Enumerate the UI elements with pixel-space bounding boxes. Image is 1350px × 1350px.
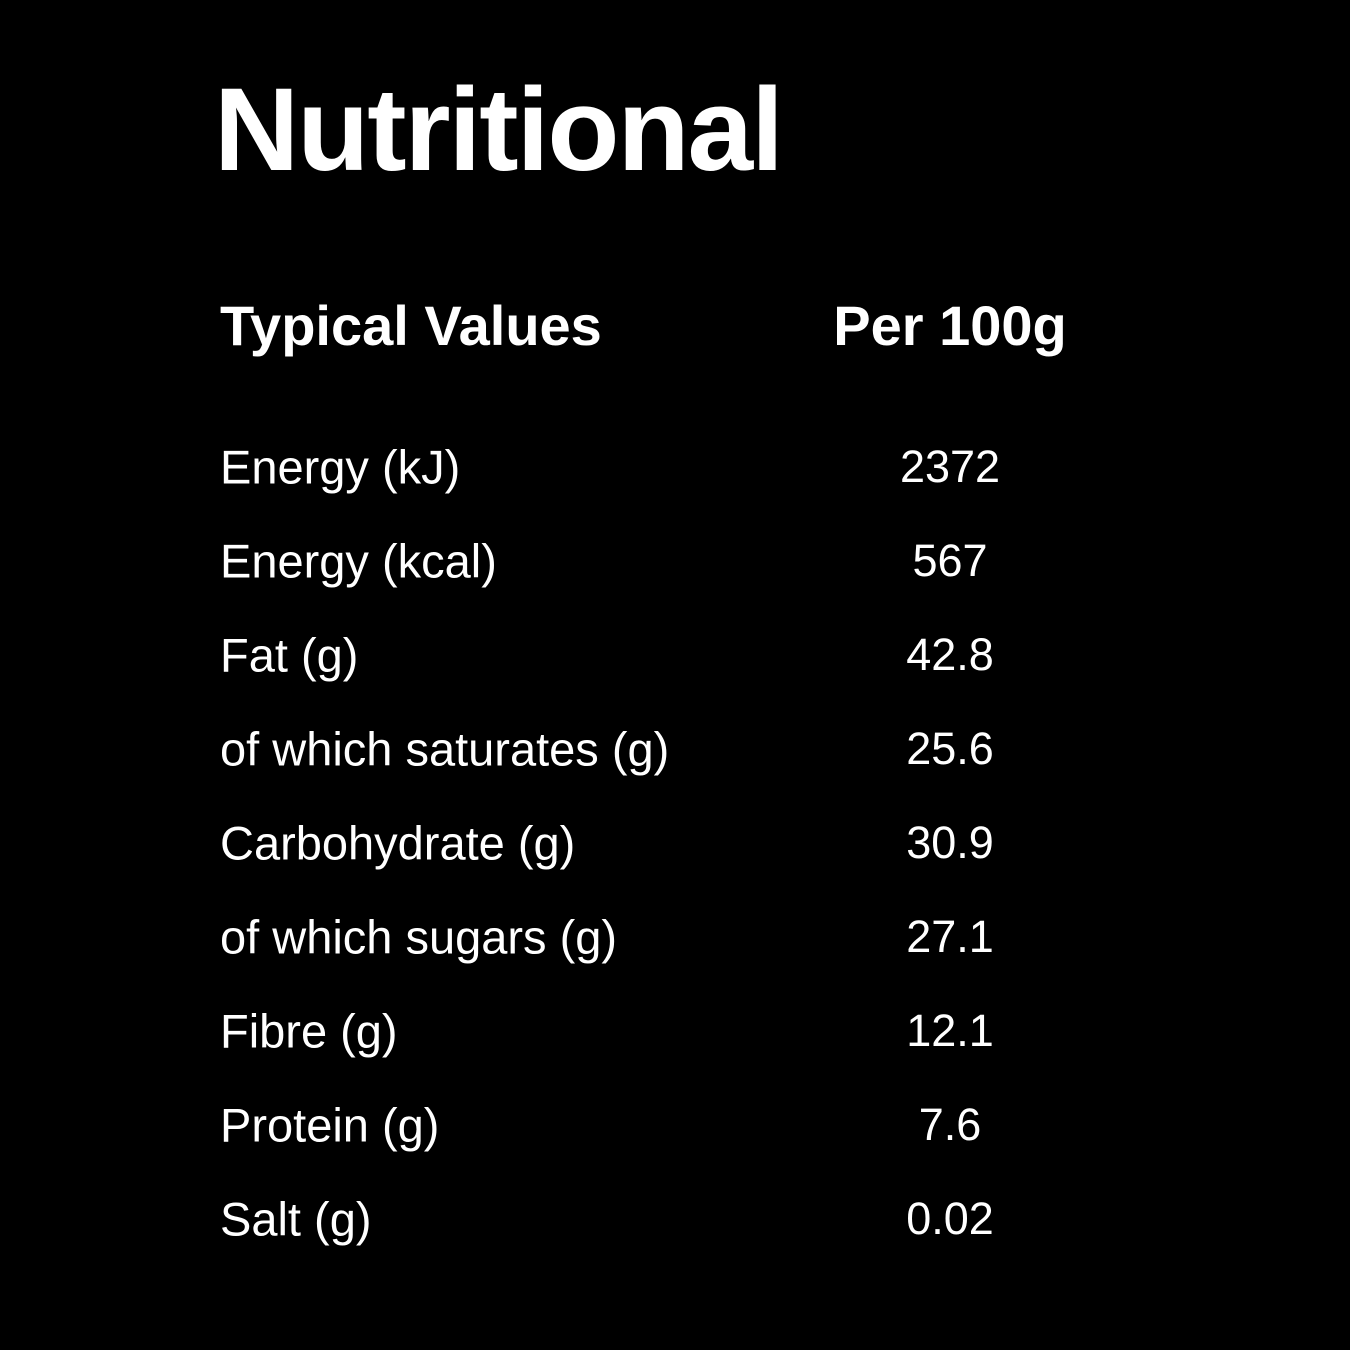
nutrient-value: 7.6 [918, 1099, 982, 1150]
nutrient-label: of which sugars (g) [220, 910, 618, 964]
nutrient-value: 30.9 [906, 817, 994, 868]
table-row-energy-kcal: Energy (kcal) 567 [0, 514, 1350, 608]
table-body: Energy (kJ) 2372 Energy (kcal) 567 Fat (… [0, 420, 1350, 1266]
nutrient-value: 12.1 [906, 1005, 994, 1056]
page-title: Nutritional [214, 64, 784, 196]
nutrient-label: of which saturates (g) [220, 722, 670, 776]
nutrient-value: 42.8 [906, 629, 994, 680]
table-row-fibre: Fibre (g) 12.1 [0, 984, 1350, 1078]
table-row-carbohydrate: Carbohydrate (g) 30.9 [0, 796, 1350, 890]
table-row-fat: Fat (g) 42.8 [0, 608, 1350, 702]
nutrient-label: Fibre (g) [220, 1004, 398, 1058]
nutrient-value: 25.6 [906, 723, 994, 774]
nutrient-label: Carbohydrate (g) [220, 816, 576, 870]
nutrient-value: 27.1 [906, 911, 994, 962]
nutrient-value: 0.02 [906, 1193, 994, 1244]
table-row-salt: Salt (g) 0.02 [0, 1172, 1350, 1266]
column-header-typical-values: Typical Values [220, 294, 602, 357]
table-header-row: Typical Values Per 100g [0, 293, 1350, 363]
table-row-sugars: of which sugars (g) 27.1 [0, 890, 1350, 984]
table-row-protein: Protein (g) 7.6 [0, 1078, 1350, 1172]
column-header-per-100g: Per 100g [833, 294, 1067, 357]
nutrient-value: 567 [912, 535, 988, 586]
nutrient-value: 2372 [899, 441, 1001, 492]
table-row-saturates: of which saturates (g) 25.6 [0, 702, 1350, 796]
nutrient-label: Fat (g) [220, 628, 359, 682]
nutrient-label: Salt (g) [220, 1192, 372, 1246]
nutrient-label: Energy (kJ) [220, 440, 461, 494]
nutrient-label: Energy (kcal) [220, 534, 497, 588]
nutrient-label: Protein (g) [220, 1098, 440, 1152]
table-row-energy-kj: Energy (kJ) 2372 [0, 420, 1350, 514]
